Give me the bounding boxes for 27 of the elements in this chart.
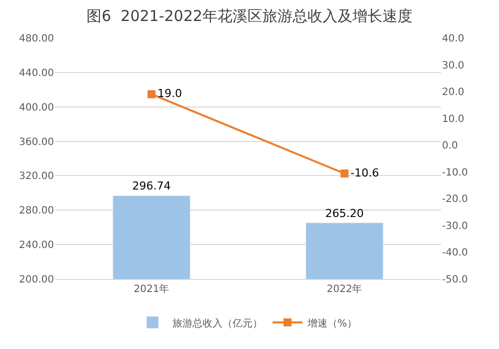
y2-tick-label: -20.0	[442, 194, 468, 206]
y-tick-label: 240.00	[19, 240, 54, 252]
y2-tick-label: -10.0	[442, 167, 468, 178]
y2-tick-label: 30.0	[442, 60, 464, 72]
legend-label: 旅游总收入（亿元）	[172, 317, 262, 330]
y2-tick-label: -40.0	[442, 248, 468, 259]
y2-tick-label: 10.0	[442, 114, 464, 125]
x-tick-label: 2022年	[326, 283, 362, 295]
y-tick-label: 480.00	[19, 34, 54, 44]
y-tick-label: 280.00	[19, 206, 54, 217]
y-tick-label: 400.00	[19, 102, 54, 114]
y2-tick-label: 0.0	[442, 140, 458, 152]
chart-title: 图6 2021-2022年花溪区旅游总收入及增长速度	[86, 6, 412, 25]
y2-tick-label: -50.0	[442, 274, 468, 286]
data-label: 265.20	[325, 206, 364, 220]
y-tick-label: 440.00	[19, 68, 54, 79]
y-tick-label: 320.00	[19, 171, 54, 182]
y2-tick-label: -30.0	[442, 220, 468, 232]
data-label: -10.6	[350, 166, 379, 180]
x-tick-label: 2021年	[134, 283, 170, 295]
data-label: 19.0	[158, 86, 182, 100]
y2-tick-label: 20.0	[442, 87, 464, 98]
y-tick-label: 360.00	[19, 136, 54, 148]
legend-label: 增速（%）	[306, 317, 358, 330]
data-label: 296.74	[132, 180, 171, 193]
y-tick-label: 200.00	[19, 274, 54, 286]
y2-tick-label: 40.0	[442, 34, 464, 44]
